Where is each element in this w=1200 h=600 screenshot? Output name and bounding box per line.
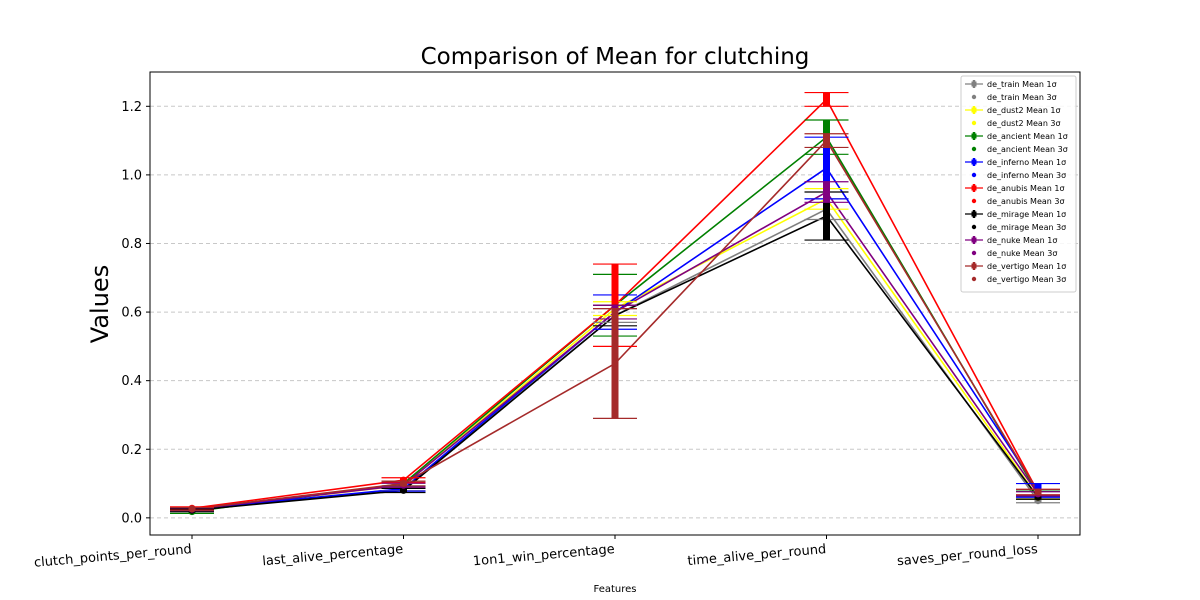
legend-label-3sigma-de_inferno: de_inferno Mean 3σ xyxy=(987,171,1066,180)
legend-label-1sigma-de_mirage: de_mirage Mean 1σ xyxy=(987,210,1066,219)
mean-marker-de_vertigo xyxy=(1034,488,1042,496)
legend-marker-1sigma-de_inferno xyxy=(971,159,977,165)
legend-marker-3sigma-de_vertigo xyxy=(971,276,977,282)
x-axis-label: Features xyxy=(594,584,637,595)
y-tick-label: 0.6 xyxy=(121,306,142,321)
legend-label-3sigma-de_anubis: de_anubis Mean 3σ xyxy=(987,197,1065,206)
mean-marker-de_inferno xyxy=(823,164,830,172)
y-axis: 0.0 0.2 0.4 0.6 0.8 1.0 1.2 xyxy=(121,100,150,526)
mean-marker-de_nuke xyxy=(823,188,830,196)
legend-label-3sigma-de_dust2: de_dust2 Mean 3σ xyxy=(987,119,1061,128)
legend-marker-3sigma-de_dust2 xyxy=(971,120,977,126)
mean-marker-de_vertigo xyxy=(188,505,196,513)
y-axis-label: Values xyxy=(86,265,114,343)
x-axis: clutch_points_per_round last_alive_percen… xyxy=(33,535,1039,571)
x-tick-label: 1on1_win_percentage xyxy=(472,542,615,569)
legend-marker-1sigma-de_train xyxy=(971,81,977,87)
legend-marker-3sigma-de_inferno xyxy=(971,172,977,178)
mean-marker-de_vertigo xyxy=(611,360,619,368)
x-tick-label: saves_per_round_loss xyxy=(896,542,1038,569)
y-tick-label: 1.2 xyxy=(121,100,142,115)
legend-label-1sigma-de_train: de_train Mean 1σ xyxy=(987,80,1057,89)
legend-marker-1sigma-de_vertigo xyxy=(971,263,977,269)
x-tick-label: clutch_points_per_round xyxy=(33,542,192,571)
legend-label-3sigma-de_ancient: de_ancient Mean 3σ xyxy=(987,145,1068,154)
y-tick-label: 0.2 xyxy=(121,443,142,458)
legend: de_train Mean 1σ de_train Mean 3σ de_dust2… xyxy=(960,75,1077,293)
legend-label-3sigma-de_vertigo: de_vertigo Mean 3σ xyxy=(987,275,1066,284)
mean-marker-de_anubis xyxy=(823,95,830,103)
legend-marker-1sigma-de_anubis xyxy=(971,185,977,191)
legend-label-3sigma-de_nuke: de_nuke Mean 3σ xyxy=(987,249,1057,258)
legend-marker-3sigma-de_ancient xyxy=(971,146,977,152)
legend-label-1sigma-de_inferno: de_inferno Mean 1σ xyxy=(987,158,1066,167)
legend-marker-1sigma-de_mirage xyxy=(971,211,977,217)
legend-marker-3sigma-de_anubis xyxy=(971,198,977,204)
mean-marker-de_vertigo xyxy=(400,480,407,488)
chart-title: Comparison of Mean for clutching xyxy=(421,44,810,70)
mean-marker-de_mirage xyxy=(400,486,407,494)
error-bars xyxy=(170,91,1060,516)
x-tick-label: last_alive_percentage xyxy=(262,542,404,569)
x-tick-label: time_alive_per_round xyxy=(687,542,827,569)
legend-label-3sigma-de_train: de_train Mean 3σ xyxy=(987,93,1057,102)
legend-marker-1sigma-de_ancient xyxy=(971,133,977,139)
y-tick-label: 1.0 xyxy=(121,168,142,183)
legend-box xyxy=(960,75,1077,293)
legend-label-1sigma-de_vertigo: de_vertigo Mean 1σ xyxy=(987,262,1066,271)
legend-label-1sigma-de_dust2: de_dust2 Mean 1σ xyxy=(987,106,1061,115)
legend-marker-3sigma-de_train xyxy=(971,94,977,100)
legend-marker-3sigma-de_nuke xyxy=(971,250,977,256)
mean-marker-de_mirage xyxy=(823,212,830,220)
legend-marker-1sigma-de_nuke xyxy=(971,237,977,243)
y-tick-label: 0.0 xyxy=(121,511,142,526)
legend-marker-3sigma-de_mirage xyxy=(971,224,977,230)
legend-marker-1sigma-de_dust2 xyxy=(971,107,977,113)
y-tick-label: 0.8 xyxy=(121,237,142,252)
legend-label-1sigma-de_anubis: de_anubis Mean 1σ xyxy=(987,184,1065,193)
legend-label-1sigma-de_ancient: de_ancient Mean 1σ xyxy=(987,132,1068,141)
mean-marker-de_vertigo xyxy=(823,137,830,145)
y-tick-label: 0.4 xyxy=(121,374,142,389)
legend-label-3sigma-de_mirage: de_mirage Mean 3σ xyxy=(987,223,1066,232)
legend-label-1sigma-de_nuke: de_nuke Mean 1σ xyxy=(987,236,1057,245)
